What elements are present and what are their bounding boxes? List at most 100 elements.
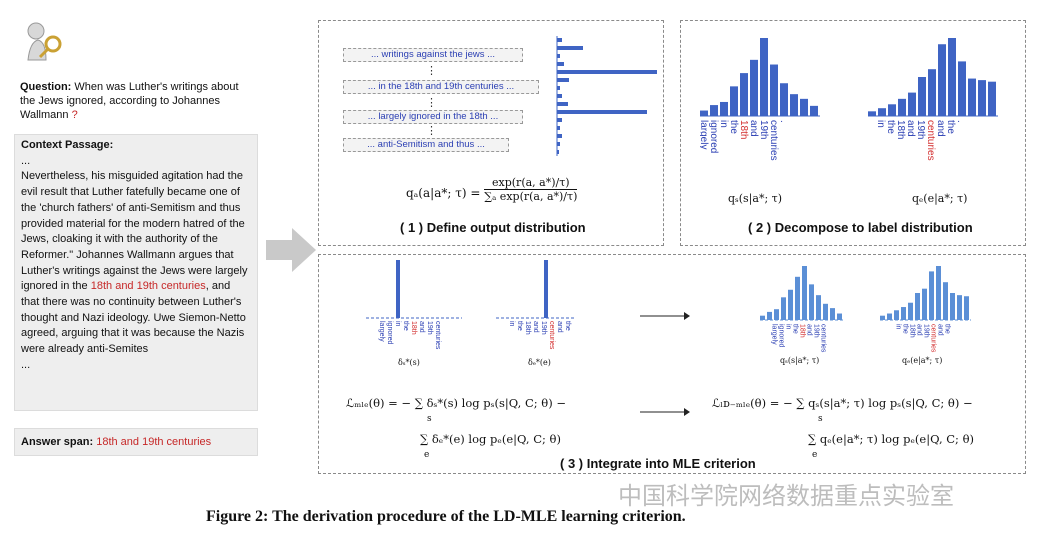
- chart-bar: [918, 77, 926, 116]
- chart-bar: [936, 266, 941, 320]
- chart-bar: [957, 295, 962, 320]
- delta-tick-label: the: [402, 321, 409, 331]
- context-passage: Context Passage: ... Nevertheless, his m…: [15, 135, 257, 374]
- chart-bar: [710, 105, 718, 116]
- chart-bar: [968, 78, 976, 116]
- output-distribution-bar: [557, 94, 562, 98]
- output-distribution-bar: [557, 118, 562, 122]
- ellipsis-dots-3: ⋮: [426, 125, 437, 137]
- panel-define-output-distribution: [318, 20, 664, 246]
- end-distribution-label: qₑ(e|a*; τ): [912, 192, 968, 205]
- chart-bar: [894, 310, 899, 320]
- watermark-text: 中国科学院网络数据重点实验室: [618, 483, 954, 510]
- chart-bar: [943, 282, 948, 320]
- delta-spike-bar: [396, 260, 400, 318]
- chart-bar: [950, 293, 955, 320]
- chart-bar: [810, 105, 818, 116]
- output-distribution-bar: [557, 134, 562, 138]
- chart-bar: [948, 38, 956, 116]
- chart-tick-label: in: [718, 120, 729, 128]
- output-distribution-bar: [557, 142, 560, 146]
- answer-span-box: Answer span: 18th and 19th centuries: [14, 428, 258, 456]
- ldmle-sum-s: s: [818, 414, 823, 424]
- panel1-title: ( 1 ) Define output distribution: [400, 220, 586, 235]
- chart-tick-label: in: [785, 324, 792, 330]
- chart-bar: [750, 59, 758, 116]
- output-distribution-bar: [557, 54, 560, 58]
- mle-sum-s: s: [427, 414, 432, 424]
- chart-bar: [823, 303, 828, 320]
- chart-bar: [888, 104, 896, 116]
- start-distribution-label: qₛ(s|a*; τ): [728, 192, 783, 205]
- output-distribution-bar: [557, 78, 569, 82]
- chart-bar: [958, 61, 966, 116]
- question-label: Question:: [20, 81, 72, 93]
- candidate-span-1: ... writings against the jews ...: [343, 48, 523, 62]
- chart-tick-label: the: [944, 324, 951, 334]
- chart-bar: [928, 69, 936, 116]
- criterion-arrow-icon: [640, 408, 690, 416]
- chart-tick-label: centuries: [768, 120, 779, 161]
- chart-tick-label: 18th: [738, 120, 749, 139]
- output-distribution-bars: [556, 36, 657, 156]
- chart-bar: [908, 302, 913, 320]
- chart-bar: [770, 64, 778, 116]
- output-distribution-bar: [557, 38, 562, 42]
- panel-integrate-mle-criterion: [318, 254, 1026, 474]
- ellipsis-dots-2: ⋮: [426, 97, 437, 109]
- delta-tick-label: and: [418, 321, 425, 333]
- flow-arrow-icon: [266, 228, 316, 272]
- formula-numerator: exp(r(a, a*)/τ): [484, 176, 578, 190]
- delta-tick-label: 18th: [524, 321, 531, 335]
- question-mark: ?: [71, 109, 78, 121]
- chart-tick-label: the: [885, 120, 896, 134]
- transform-arrow-icon: [640, 312, 690, 320]
- delta-tick-label: largely: [378, 321, 385, 342]
- chart-tick-label: centuries: [925, 120, 936, 161]
- context-title: Context Passage:: [21, 139, 114, 151]
- chart-tick-label: in: [875, 120, 886, 128]
- chart-tick-label: in: [895, 324, 902, 330]
- chart-bar: [800, 98, 808, 116]
- thinking-person-icon: [27, 22, 62, 61]
- chart-bar: [780, 83, 788, 116]
- formula-lhs: qₐ(a|a*; τ) =: [406, 186, 481, 200]
- chart-bar: [878, 108, 886, 116]
- formula-denominator: ∑ₐ exp(r(a, a*)/τ): [484, 190, 578, 203]
- chart-bar: [795, 276, 800, 320]
- chart-tick-label: centuries: [930, 324, 937, 353]
- answer-value: 18th and 19th centuries: [96, 436, 212, 448]
- chart-tick-label: and: [905, 120, 916, 137]
- chart-bar: [887, 313, 892, 320]
- chart-tick-label: the: [792, 324, 799, 334]
- chart-bar: [774, 309, 779, 320]
- chart-bar: [908, 92, 916, 116]
- chart-bar: [767, 311, 772, 320]
- chart-bar: [760, 38, 768, 116]
- chart-tick-label: .: [778, 120, 789, 123]
- chart-tick-label: the: [728, 120, 739, 134]
- output-distribution-bar: [557, 70, 657, 74]
- chart-bar: [901, 307, 906, 320]
- panel3-title: ( 3 ) Integrate into MLE criterion: [560, 456, 756, 471]
- context-ellipsis-top: ...: [21, 154, 31, 167]
- output-distribution-bar: [557, 62, 564, 66]
- candidate-span-2: ... in the 18th and 19th centuries ...: [343, 80, 539, 94]
- delta-tick-label: centuries: [434, 321, 441, 350]
- context-answer-highlight: 18th and 19th centuries: [90, 280, 206, 293]
- chart-tick-label: the: [902, 324, 909, 334]
- chart-bar: [781, 297, 786, 320]
- chart-tick-label: largely: [700, 120, 709, 149]
- delta-tick-label: in: [508, 321, 515, 327]
- delta-tick-label: 19th: [540, 321, 547, 335]
- delta-tick-label: 19th: [426, 321, 433, 335]
- panel-decompose-label-distribution: [680, 20, 1026, 246]
- chart-bar: [730, 86, 738, 116]
- chart-bar: [978, 80, 986, 116]
- panel2-title: ( 2 ) Decompose to label distribution: [748, 220, 973, 235]
- output-distribution-bar: [557, 102, 568, 106]
- delta-end-chart: in the 18th and 19th centuries and the: [496, 260, 574, 350]
- output-distribution-bar: [557, 86, 560, 90]
- delta-tick-label: and: [556, 321, 563, 333]
- output-distribution-bar: [557, 110, 647, 114]
